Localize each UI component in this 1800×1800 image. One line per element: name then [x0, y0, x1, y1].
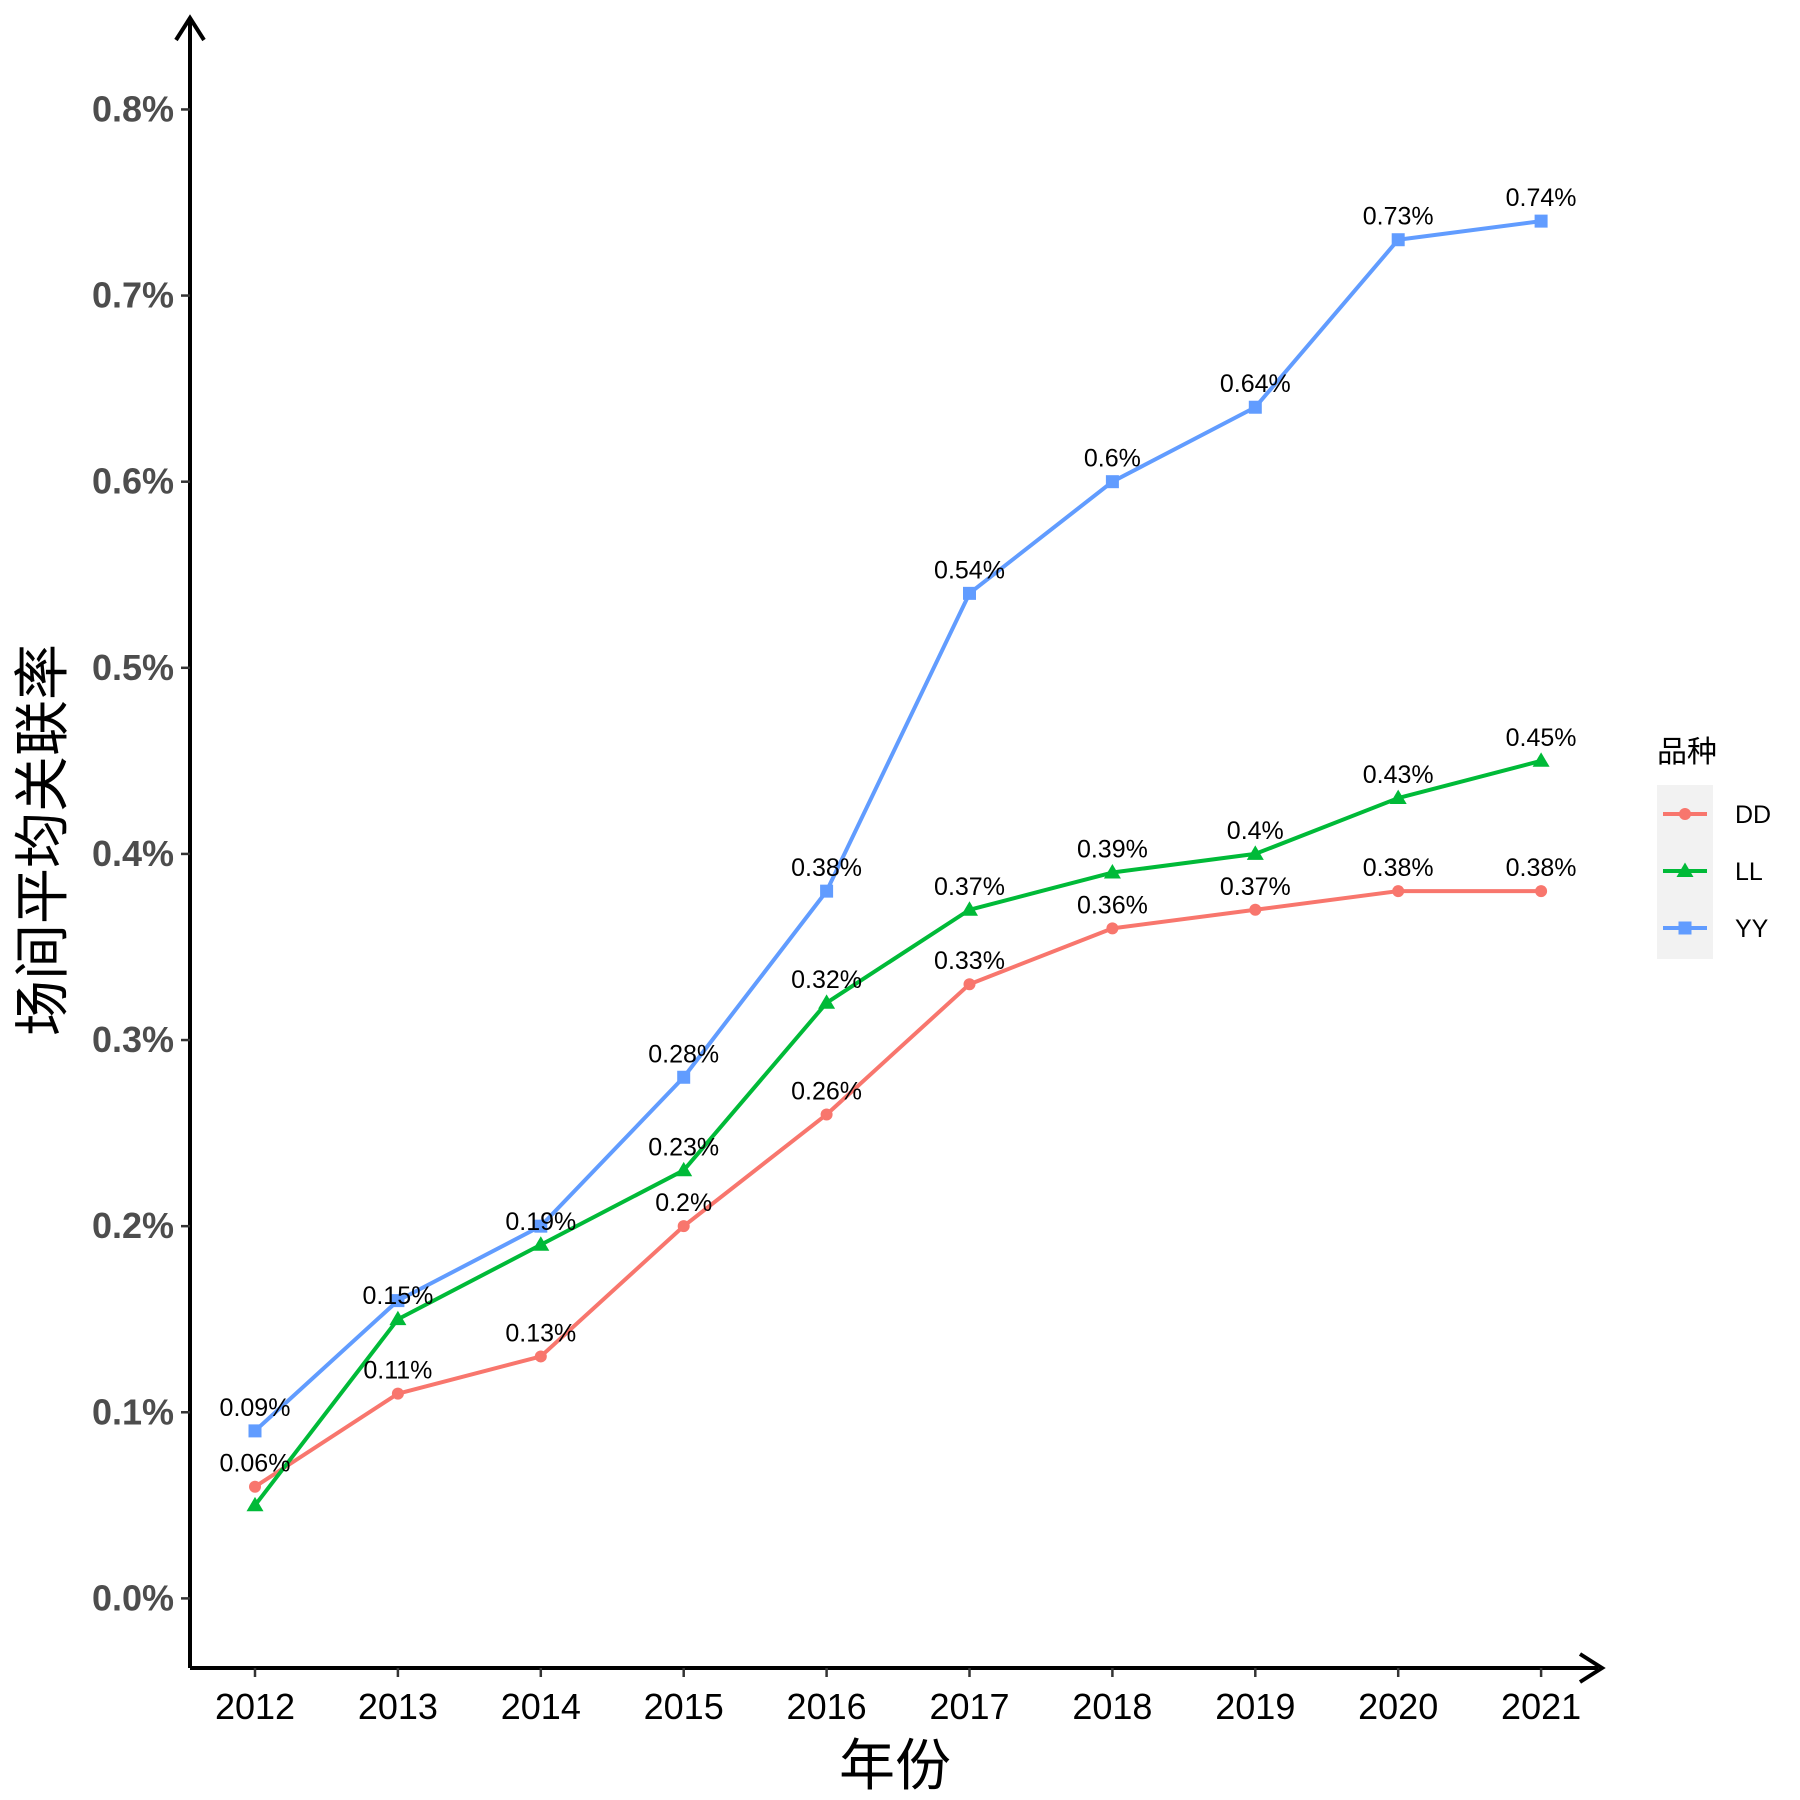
- data-point-ll: [389, 1310, 407, 1326]
- data-label-dd: 0.11%: [363, 1357, 432, 1385]
- data-point-yy: [1391, 233, 1405, 247]
- data-label-yy: 0.73%: [1363, 203, 1434, 231]
- data-label-ll: 0.39%: [1077, 836, 1148, 864]
- data-label-dd: 0.06%: [220, 1450, 291, 1478]
- y-tick-label: 0.3%: [92, 1019, 174, 1060]
- data-point-ll: [818, 994, 836, 1009]
- data-point-dd: [249, 1480, 261, 1493]
- data-point-dd: [820, 1108, 833, 1121]
- data-label-yy: 0.28%: [648, 1040, 719, 1068]
- x-tick-label: 2013: [358, 1686, 438, 1727]
- data-label-ll: 0.19%: [505, 1208, 576, 1236]
- x-tick-label: 2018: [1072, 1686, 1152, 1727]
- data-point-yy: [534, 1219, 548, 1233]
- data-point-yy: [1105, 475, 1119, 489]
- data-label-ll: 0.23%: [648, 1133, 719, 1161]
- data-label-ll: 0.4%: [1227, 817, 1284, 845]
- legend-label-ll: LL: [1735, 858, 1763, 886]
- data-label-dd: 0.2%: [655, 1189, 712, 1217]
- data-point-yy: [248, 1424, 262, 1438]
- data-label-dd: 0.33%: [934, 947, 1005, 975]
- data-point-yy: [391, 1294, 405, 1308]
- x-axis-ticks: 2012 2013 2014 2015 2016 2017 2018 2019 2020 2021: [215, 1668, 1581, 1727]
- x-tick-label: 2014: [501, 1686, 581, 1727]
- legend: 品种 DD LL YY: [1657, 735, 1771, 959]
- data-point-ll: [1532, 752, 1550, 767]
- data-point-dd: [391, 1387, 404, 1400]
- data-point-dd: [1106, 922, 1119, 935]
- data-point-ll: [675, 1161, 693, 1177]
- data-labels: 0.06% 0.11% 0.13% 0.2% 0.26% 0.33% 0.36% 0.37% 0…: [220, 184, 1577, 1478]
- data-label-ll: 0.43%: [1363, 761, 1434, 789]
- series-line-dd: [253, 889, 1542, 1489]
- series-line-yy: [253, 219, 1542, 1433]
- data-label-ll: 0.15%: [362, 1282, 433, 1310]
- y-tick-label: 0.0%: [92, 1577, 174, 1618]
- data-point-dd: [534, 1350, 547, 1363]
- legend-label-yy: YY: [1735, 915, 1769, 943]
- y-tick-label: 0.4%: [92, 833, 174, 874]
- x-tick-label: 2016: [787, 1686, 867, 1727]
- data-label-ll: 0.45%: [1506, 724, 1577, 752]
- legend-key-marker-ll: [1676, 862, 1694, 877]
- x-axis-arrow: [1578, 1652, 1606, 1684]
- x-tick-label: 2019: [1215, 1686, 1295, 1727]
- y-axis-arrow: [174, 14, 206, 42]
- data-label-yy: 0.74%: [1506, 184, 1577, 212]
- data-point-ll: [1246, 845, 1264, 860]
- y-tick-label: 0.2%: [92, 1205, 174, 1246]
- data-point-ll: [1103, 864, 1121, 879]
- series-lines: [253, 219, 1542, 1507]
- data-label-yy: 0.6%: [1084, 445, 1141, 473]
- data-point-yy: [1248, 400, 1262, 414]
- data-label-dd: 0.38%: [1506, 854, 1577, 882]
- data-point-ll: [1389, 789, 1407, 805]
- x-tick-label: 2012: [215, 1686, 295, 1727]
- data-label-yy: 0.09%: [220, 1394, 291, 1422]
- x-axis-title: 年份: [839, 1734, 951, 1799]
- data-point-ll: [246, 1496, 264, 1512]
- data-point-yy: [677, 1070, 691, 1084]
- x-tick-label: 2017: [929, 1686, 1009, 1727]
- y-tick-label: 0.6%: [92, 461, 174, 502]
- data-label-dd: 0.38%: [1363, 854, 1434, 882]
- data-point-yy: [1534, 214, 1548, 228]
- data-point-dd: [1249, 903, 1262, 916]
- data-point-dd: [1535, 885, 1548, 898]
- data-point-dd: [963, 978, 976, 991]
- data-point-yy: [820, 884, 834, 898]
- data-label-dd: 0.13%: [505, 1319, 576, 1347]
- legend-title: 品种: [1657, 735, 1717, 770]
- data-point-ll: [532, 1236, 550, 1251]
- data-point-dd: [1392, 885, 1405, 898]
- data-label-yy: 0.54%: [934, 556, 1005, 584]
- series-markers: [246, 214, 1550, 1512]
- data-label-ll: 0.37%: [934, 873, 1005, 901]
- x-tick-label: 2015: [644, 1686, 724, 1727]
- data-point-ll: [961, 901, 978, 916]
- y-tick-label: 0.5%: [92, 647, 174, 688]
- y-tick-label: 0.1%: [92, 1391, 174, 1432]
- legend-label-dd: DD: [1735, 801, 1771, 829]
- y-tick-label: 0.8%: [92, 88, 174, 129]
- legend-items: DD LL YY: [1663, 801, 1771, 943]
- data-label-dd: 0.26%: [791, 1077, 862, 1105]
- data-point-dd: [677, 1220, 690, 1233]
- data-point-yy: [963, 586, 976, 600]
- data-label-yy: 0.38%: [791, 854, 862, 882]
- axes: [174, 14, 1606, 1684]
- data-label-ll: 0.32%: [791, 966, 862, 994]
- legend-key-marker-dd: [1679, 808, 1691, 820]
- x-tick-label: 2021: [1501, 1686, 1581, 1727]
- legend-key-marker-yy: [1678, 921, 1692, 935]
- y-tick-label: 0.7%: [92, 275, 174, 316]
- y-axis-ticks: 0.0% 0.1% 0.2% 0.3% 0.4% 0.5% 0.6% 0.7% 0.8%: [92, 88, 190, 1618]
- data-label-dd: 0.36%: [1077, 891, 1148, 919]
- data-label-dd: 0.37%: [1220, 873, 1291, 901]
- series-line-ll: [253, 758, 1542, 1507]
- x-tick-label: 2020: [1358, 1686, 1438, 1727]
- data-label-yy: 0.64%: [1220, 370, 1291, 398]
- y-axis-title: 场间平均关联率: [11, 644, 76, 1036]
